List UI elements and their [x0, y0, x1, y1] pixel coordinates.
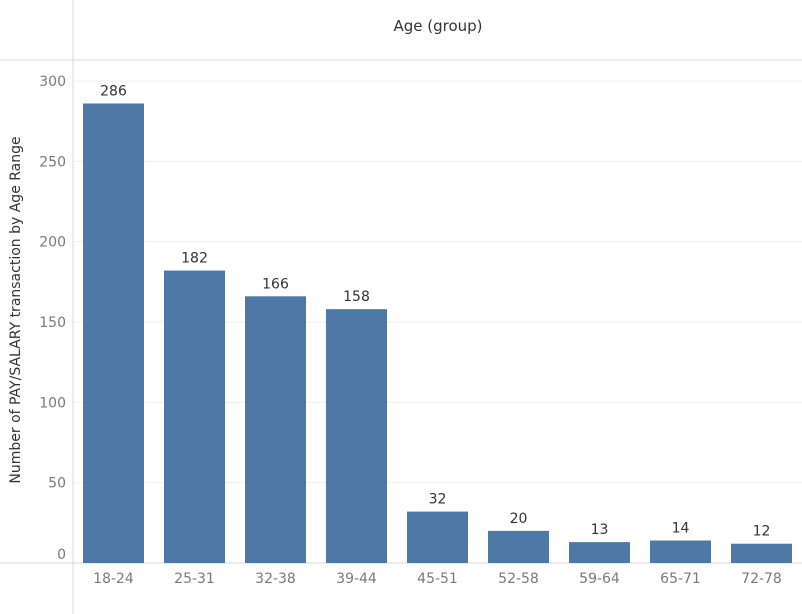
y-tick-label: 150 [39, 315, 66, 331]
bar [488, 530, 549, 563]
data-labels: 286 182 166 158 32 20 13 14 12 [100, 83, 770, 539]
data-label: 20 [510, 511, 528, 527]
x-tick-label: 65-71 [660, 571, 701, 587]
bar [407, 511, 468, 563]
x-tick-label: 52-58 [498, 571, 539, 587]
bar [326, 309, 387, 563]
bar [83, 103, 144, 563]
data-label: 13 [591, 522, 609, 538]
bars [83, 103, 792, 563]
data-label: 12 [753, 524, 771, 540]
y-tick-label: 100 [39, 395, 66, 411]
column-header: Age (group) [393, 17, 482, 35]
y-tick-label: 200 [39, 235, 66, 251]
y-tick-label: 300 [39, 74, 66, 90]
bar [569, 542, 630, 563]
x-tick-label: 72-78 [741, 571, 782, 587]
bar [164, 270, 225, 563]
y-tick-label: 250 [39, 154, 66, 170]
data-label: 166 [262, 276, 289, 292]
data-label: 286 [100, 83, 127, 99]
y-axis-label: Number of PAY/SALARY transaction by Age … [8, 136, 24, 483]
x-tick-label: 32-38 [255, 571, 296, 587]
data-label: 158 [343, 289, 370, 305]
x-tick-label: 45-51 [417, 571, 458, 587]
x-tick-label: 25-31 [174, 571, 215, 587]
bar [650, 540, 711, 563]
y-tick-label: 0 [57, 547, 66, 563]
x-tick-label: 18-24 [93, 571, 134, 587]
y-tick-label: 50 [48, 476, 66, 492]
x-tick-label: 39-44 [336, 571, 377, 587]
data-label: 32 [429, 492, 447, 508]
data-label: 14 [672, 521, 690, 537]
y-axis-ticks: 0 50 100 150 200 250 300 [39, 74, 66, 563]
bar [245, 296, 306, 563]
data-label: 182 [181, 251, 208, 267]
x-axis-ticks: 18-24 25-31 32-38 39-44 45-51 52-58 59-64 65-71… [93, 571, 782, 587]
x-tick-label: 59-64 [579, 571, 620, 587]
bar [731, 543, 792, 563]
